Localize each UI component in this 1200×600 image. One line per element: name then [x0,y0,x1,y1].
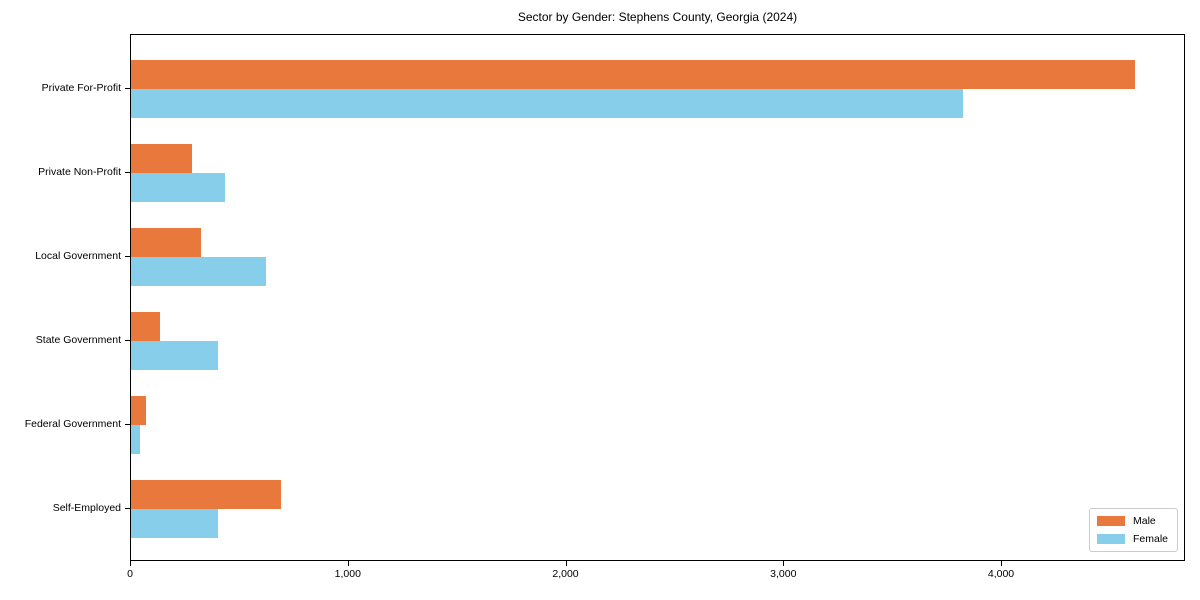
x-tick [347,561,349,566]
y-tick [125,88,130,90]
y-axis-label-private-non-profit: Private Non-Profit [38,166,121,178]
x-tick-label: 3,000 [770,568,797,580]
bar-female-state-government [131,341,219,370]
bar-female-local-government [131,257,266,286]
y-axis-label-self-employed: Self-Employed [52,502,121,514]
plot-area: Male Female [130,34,1185,561]
y-axis-label-private-for-profit: Private For-Profit [41,82,121,94]
bar-male-private-non-profit [131,144,192,173]
bar-female-self-employed [131,509,219,538]
chart-title: Sector by Gender: Stephens County, Georg… [517,10,798,24]
y-tick [125,256,130,258]
bar-male-federal-government [131,396,147,425]
bar-male-local-government [131,228,201,257]
bar-female-private-non-profit [131,173,225,202]
legend-entry-female: Female [1096,533,1168,545]
y-axis-label-state-government: State Government [35,334,121,346]
legend-label-male: Male [1132,515,1156,527]
legend-swatch-female [1096,534,1125,544]
y-tick [125,340,130,342]
legend: Male Female [1088,508,1178,552]
x-tick [130,561,132,566]
x-tick-label: 4,000 [987,568,1015,580]
x-tick-label: 0 [127,568,133,580]
y-tick [125,424,130,426]
y-tick [125,508,130,510]
y-axis-label-local-government: Local Government [35,250,121,262]
y-tick [125,172,130,174]
bar-female-federal-government [131,425,140,454]
bar-male-state-government [131,312,161,341]
x-tick [1001,561,1003,566]
y-axis-label-federal-government: Federal Government [24,418,121,430]
legend-label-female: Female [1132,533,1168,545]
bar-male-self-employed [131,480,282,509]
legend-entry-male: Male [1096,515,1168,527]
x-tick-label: 2,000 [552,568,579,580]
bar-female-private-for-profit [131,89,963,118]
x-tick [783,561,785,566]
legend-swatch-male [1096,516,1125,526]
x-tick-label: 1,000 [334,568,361,580]
x-tick [565,561,567,566]
bar-male-private-for-profit [131,60,1135,89]
